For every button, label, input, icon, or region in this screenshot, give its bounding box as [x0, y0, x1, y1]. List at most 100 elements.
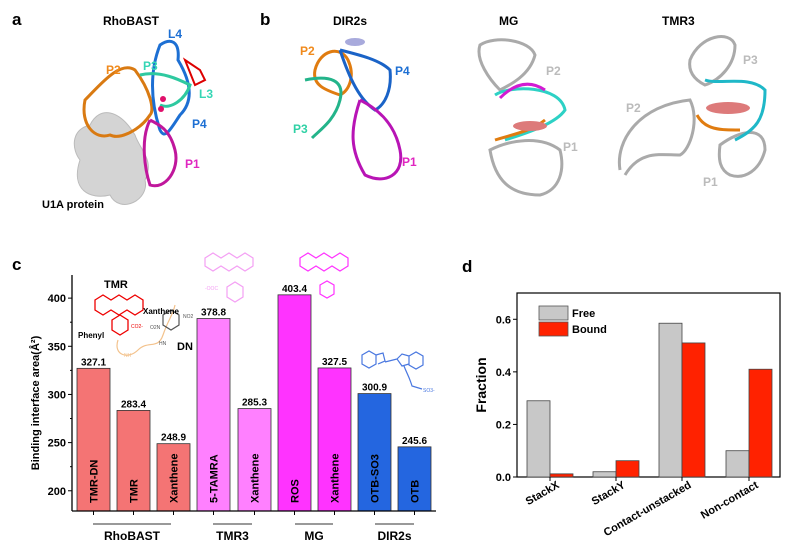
- group-label-mg: MG: [304, 529, 323, 543]
- label-p3: P3: [143, 59, 158, 73]
- label-tmr: TMR: [104, 279, 128, 291]
- legend-swatch-bound: [538, 321, 569, 337]
- y-tick-label: 350: [48, 341, 66, 353]
- binding-area-chart: 327.1 TMR-DN 283.4 TMR 248.9 Xanthene 378.8 5-T…: [29, 275, 436, 543]
- value-label: 285.3: [242, 398, 267, 409]
- bar-category-label: Xanthene: [330, 453, 342, 503]
- mg-structure: [477, 38, 567, 197]
- core-strand-orange: [695, 114, 741, 132]
- bar-bound-contact-unstacked: [681, 342, 706, 478]
- tamra-phenyl: [226, 281, 244, 303]
- dn-ring: [162, 309, 180, 331]
- panel-b-title: DIR2s: [333, 14, 367, 28]
- bar-otb: [397, 446, 432, 512]
- x-tick-label: StackX: [524, 479, 562, 508]
- bar-category-label: TMR-DN: [89, 460, 101, 503]
- p4-strand: [338, 48, 392, 112]
- label-co2: CO2-: [131, 324, 143, 330]
- group-label-dir2s: DIR2s: [377, 529, 411, 543]
- value-label: 327.1: [81, 357, 106, 368]
- legend-label-free: Free: [572, 308, 595, 320]
- panel-letter-d: d: [462, 257, 472, 276]
- ros-phenyl: [319, 280, 335, 299]
- bar-category-label: Xanthene: [250, 453, 262, 503]
- bar-5-tamra: [196, 318, 231, 512]
- ligand: [345, 38, 365, 46]
- label-p1: P1: [185, 157, 200, 171]
- tmr-structure-drawing: [94, 294, 180, 356]
- label-no2: NO2: [183, 314, 194, 320]
- label-p2: P2: [300, 44, 315, 58]
- bar-xanthene: [237, 408, 272, 512]
- rhobast-structure: [73, 39, 207, 205]
- label-o2n: O2N: [150, 325, 161, 331]
- label-p2: P2: [626, 101, 641, 115]
- label-hn: HN: [159, 341, 167, 347]
- bar-free-stackx: [526, 400, 551, 478]
- ligand: [706, 102, 750, 114]
- label-p2: P2: [546, 64, 561, 78]
- bar-bound-stackx: [549, 473, 574, 478]
- label-p3: P3: [743, 53, 758, 67]
- value-label: 327.5: [322, 357, 347, 368]
- tamra-ring: [204, 252, 254, 272]
- panel-letter-b: b: [260, 10, 270, 29]
- core-strand-magenta: [498, 82, 546, 100]
- bar-category-label: Xanthene: [169, 453, 181, 503]
- bar-tmr: [116, 410, 151, 512]
- value-label: 248.9: [161, 433, 186, 444]
- tamra-structure-drawing: [204, 252, 254, 303]
- ros-ring: [299, 252, 349, 272]
- bar-free-stacky: [592, 471, 617, 478]
- tmr3-structure: [617, 35, 767, 178]
- y-axis-title: Binding interface area(Å²): [29, 335, 42, 470]
- p2-strand: [617, 98, 696, 176]
- label-l4: L4: [168, 27, 182, 41]
- p3-strand: [304, 76, 343, 140]
- phenyl-ring: [111, 314, 129, 336]
- ion: [158, 106, 164, 112]
- x-tick-label: Non-contact: [699, 479, 761, 522]
- value-label: 403.4: [282, 284, 307, 295]
- core-strand: [704, 78, 767, 142]
- legend-swatch-free: [538, 305, 569, 321]
- p2-strand: [82, 66, 154, 138]
- bar-category-label: ROS: [290, 479, 302, 503]
- value-label: 300.9: [362, 383, 387, 394]
- label-u1a-protein: U1A protein: [42, 199, 104, 211]
- label-xanthene: Xanthene: [143, 307, 180, 316]
- panel-letter-c: c: [12, 255, 21, 274]
- label-dn: DN: [177, 341, 193, 353]
- label-p2: P2: [106, 63, 121, 77]
- otb-structure-drawing: [361, 350, 424, 390]
- panel-mg-title: MG: [499, 14, 518, 28]
- xanthene-ring: [94, 294, 144, 316]
- bar-xanthene: [317, 367, 352, 512]
- bar-category-label: OTB: [410, 480, 422, 503]
- ligand: [182, 57, 207, 87]
- value-label: 378.8: [201, 308, 226, 319]
- ligand: [513, 121, 547, 131]
- label-p3: P3: [293, 122, 308, 136]
- y-tick-label: 0.6: [496, 314, 511, 326]
- bar-free-contact-unstacked: [658, 322, 683, 478]
- p1-strand: [351, 98, 403, 181]
- y-tick-label: 400: [48, 293, 66, 305]
- panel-a-title: RhoBAST: [103, 14, 160, 28]
- panel-letter-a: a: [12, 10, 22, 29]
- y-tick-label: 0.2: [496, 419, 511, 431]
- label-p1: P1: [402, 155, 417, 169]
- plot-frame: [516, 292, 781, 478]
- dir2s-structure: [304, 38, 403, 181]
- bar-category-label: TMR: [129, 479, 141, 503]
- p2-strand: [313, 49, 353, 97]
- p1-strand: [488, 139, 564, 197]
- bar-category-label: OTB-SO3: [370, 454, 382, 503]
- y-tick-label: 0.0: [496, 472, 511, 484]
- bar-xanthene: [156, 443, 191, 512]
- label-p4: P4: [192, 117, 207, 131]
- label-l3: L3: [199, 87, 213, 101]
- bar-ros: [277, 294, 312, 512]
